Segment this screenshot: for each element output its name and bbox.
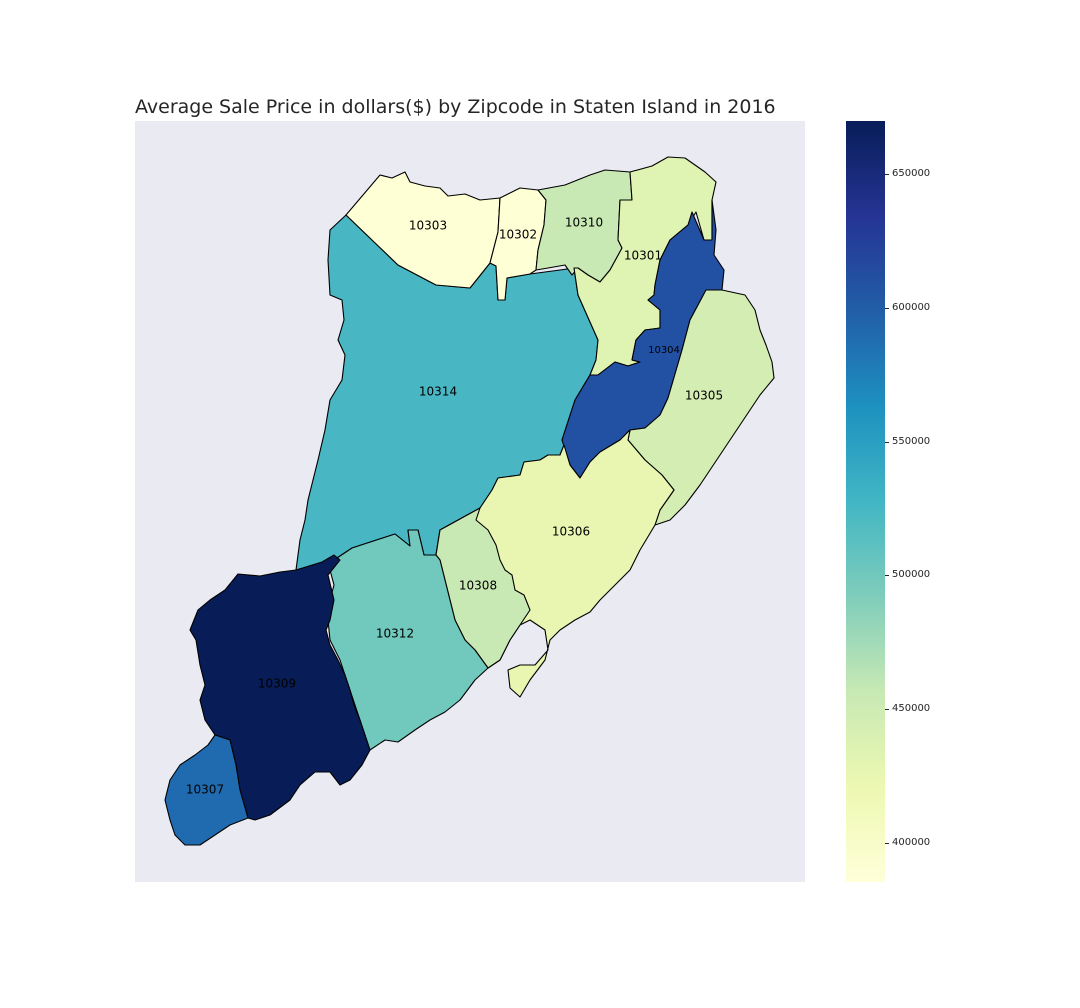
colorbar-tick xyxy=(885,575,889,576)
colorbar-tick xyxy=(885,174,889,175)
colorbar-tick xyxy=(885,442,889,443)
zip-label-10303: 10303 xyxy=(409,219,447,233)
zip-label-10312: 10312 xyxy=(376,627,414,641)
region-10309 xyxy=(189,554,371,821)
colorbar-tick-label: 650000 xyxy=(892,168,931,179)
zip-label-10301: 10301 xyxy=(624,249,662,263)
zip-label-10310: 10310 xyxy=(565,216,603,230)
colorbar-tick-label: 550000 xyxy=(892,436,931,447)
colorbar-tick-label: 500000 xyxy=(892,569,931,580)
zip-label-10305: 10305 xyxy=(685,389,723,403)
colorbar xyxy=(846,121,885,882)
zip-label-10304: 10304 xyxy=(648,345,680,356)
zip-label-10307: 10307 xyxy=(186,783,224,797)
region-10312 xyxy=(327,529,489,751)
colorbar-tick-label: 600000 xyxy=(892,302,931,313)
zip-label-10308: 10308 xyxy=(459,579,497,593)
colorbar-tick-label: 400000 xyxy=(892,837,931,848)
region-10307 xyxy=(164,734,249,846)
map-title: Average Sale Price in dollars($) by Zipc… xyxy=(135,96,776,118)
zip-label-10314: 10314 xyxy=(419,385,457,399)
colorbar-tick xyxy=(885,709,889,710)
zip-labels: 10303 10302 10310 10301 10304 10314 1030… xyxy=(186,216,723,797)
colorbar-tick xyxy=(885,843,889,844)
colorbar-tick-label: 450000 xyxy=(892,703,931,714)
zip-label-10302: 10302 xyxy=(499,228,537,242)
zip-label-10306: 10306 xyxy=(552,525,590,539)
zip-label-10309: 10309 xyxy=(258,677,296,691)
colorbar-tick xyxy=(885,308,889,309)
region-10303 xyxy=(345,171,501,289)
